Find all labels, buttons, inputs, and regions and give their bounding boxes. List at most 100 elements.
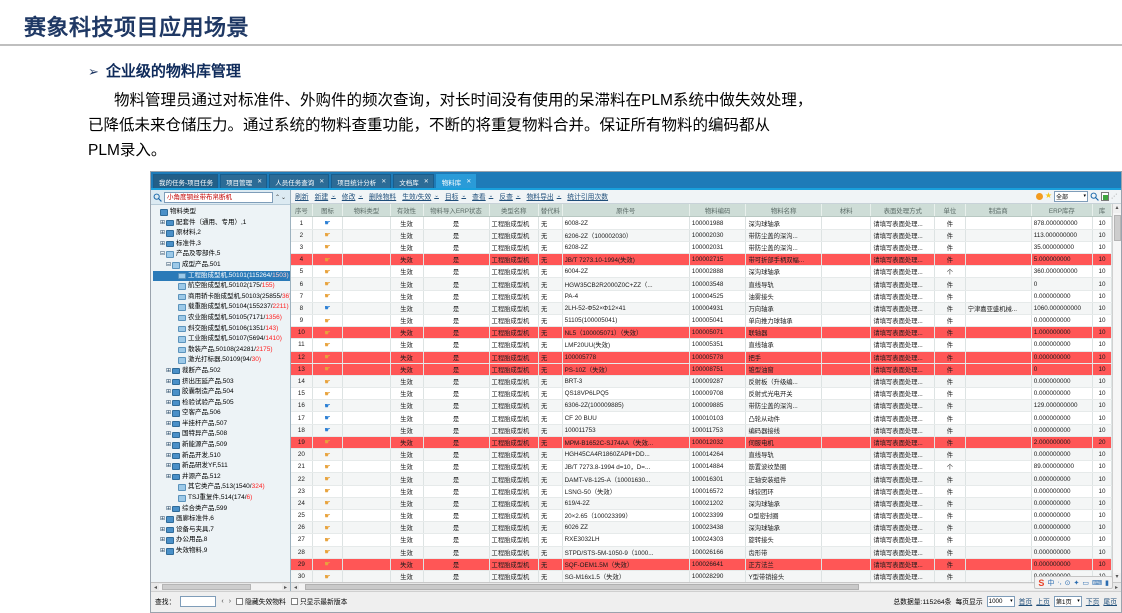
expand-icon[interactable]: ⊞: [159, 230, 166, 237]
column-header-4[interactable]: 有效性: [390, 203, 424, 218]
hand-icon[interactable]: ☛: [324, 293, 331, 301]
tree-node-2[interactable]: ⊞ 配套件（通用、专用）,1: [153, 218, 290, 229]
table-row[interactable]: 3 ☛ 生效是工程胎成型机无 6208-2Z 100002031 带防尘盖的深沟... 请填…: [291, 241, 1112, 255]
tree-node-23[interactable]: ⊞ 新能源产品,509: [153, 440, 290, 451]
table-row[interactable]: 16 ☛ 生效是工程胎成型机无 6306-2Z(100009885) 100009885…: [291, 399, 1112, 413]
checkbox-box[interactable]: [236, 597, 244, 605]
checkbox-box[interactable]: [290, 597, 298, 605]
toolbar-action-3[interactable]: 修改 ⌄: [342, 191, 363, 201]
hand-icon[interactable]: ☛: [324, 317, 331, 325]
chevron-down-icon[interactable]: ⌄: [358, 193, 363, 200]
ime-toolbar[interactable]: S 中 ·, ⊙ ✦ ▭ ⌨ ▮: [1034, 576, 1113, 589]
hand-icon[interactable]: ☛: [324, 524, 331, 532]
column-header-5[interactable]: 物料导入ERP状态: [423, 203, 490, 218]
hand-icon[interactable]: ☛: [324, 256, 331, 264]
vscroll-trough[interactable]: [1112, 212, 1121, 574]
left-pane-hscrollbar[interactable]: ◂ ▸: [151, 582, 290, 591]
table-row[interactable]: 27 ☛ 生效是工程胎成型机无 RXE3032LH 100024303 旋转接头 请填写表面…: [291, 533, 1112, 547]
column-header-9[interactable]: 物料编码: [689, 203, 747, 218]
hand-icon[interactable]: ☛: [324, 463, 331, 471]
table-row[interactable]: 17 ☛ 生效是工程胎成型机无 CF 20 BUU 100010103 凸轮从动件 请填写表…: [291, 411, 1112, 425]
toolbar-action-4[interactable]: 删除物料: [369, 191, 396, 201]
column-header-15[interactable]: ERP库存: [1031, 203, 1094, 218]
chevron-down-icon[interactable]: ⌄: [515, 193, 521, 200]
table-row[interactable]: 18 ☛ 生效是工程胎成型机无 100011753 100011753 编码器接线 请填写表…: [291, 424, 1112, 437]
table-row[interactable]: 20 ☛ 生效是工程胎成型机无 HGH45CA4R1860ZAPⅡ+DD... 1000…: [291, 448, 1112, 462]
find-prev-icon[interactable]: ‹: [221, 597, 224, 605]
expand-icon[interactable]: ⊞: [165, 442, 172, 449]
scroll-down-icon[interactable]: ▾: [1115, 574, 1119, 581]
tab-6[interactable]: 物料库 ✕: [435, 174, 477, 188]
tree-node-6[interactable]: ⊟ 成型产品,501: [153, 260, 290, 271]
hand-icon[interactable]: ☛: [324, 476, 331, 483]
toolbar-action-7[interactable]: 查看 ⌄: [472, 191, 493, 201]
table-row[interactable]: 12 ☛ 失效是工程胎成型机无 100005778 100005778 把手 请填写表面处理…: [291, 351, 1112, 364]
hand-icon[interactable]: ☛: [324, 281, 331, 288]
close-icon[interactable]: ✕: [319, 179, 325, 185]
hand-icon[interactable]: ☛: [324, 500, 331, 508]
column-header-12[interactable]: 表面处理方式: [870, 203, 936, 218]
toolbar-action-2[interactable]: 新建 ⌄: [315, 191, 336, 201]
tab-5[interactable]: 文档库 ✕: [393, 174, 434, 188]
close-icon[interactable]: ✕: [257, 179, 263, 185]
tree-node-19[interactable]: ⊞ 检验试验产品,505: [153, 398, 290, 409]
table-row[interactable]: 9 ☛ 生效是工程胎成型机无 51105(100005041) 100005041 单向推…: [291, 314, 1112, 328]
table-row[interactable]: 1 ☛ 生效是工程胎成型机无 6008-2Z 100001988 深沟球轴承 请填写表面处理…: [291, 216, 1112, 230]
table-row[interactable]: 21 ☛ 生效是工程胎成型机无 JB/T 7273.8-1994 d=10，D=...…: [291, 460, 1112, 474]
chevron-down-icon[interactable]: ⌄: [556, 193, 562, 200]
hand-icon[interactable]: ☛: [324, 451, 331, 459]
tree-node-24[interactable]: ⊞ 新品开发,510: [153, 451, 290, 462]
tree-node-15[interactable]: 激光打标器,50109(94/30): [153, 355, 290, 366]
scroll-thumb[interactable]: [162, 584, 251, 590]
prev-page-link[interactable]: 上页: [1036, 599, 1050, 606]
tree-node-30[interactable]: ⊞ 画廊标准件,6: [153, 514, 290, 525]
tree-node-12[interactable]: 斜交胎成型机,50106(1351/143): [153, 324, 290, 335]
table-row[interactable]: 13 ☛ 失效是工程胎成型机无 PS-10Z（失效） 100008751 锥型油窗 请填写表…: [291, 363, 1112, 376]
hand-icon[interactable]: ☛: [324, 366, 331, 374]
column-header-10[interactable]: 物料名称: [745, 203, 822, 218]
tree-node-28[interactable]: TSJ重复件,514(174/6): [153, 493, 290, 504]
table-row[interactable]: 4 ☛ 失效是工程胎成型机无 JB/T 7273.10-1994(失效) 1000027…: [291, 253, 1112, 267]
ime-item-3[interactable]: ⊙: [1064, 579, 1071, 587]
column-header-3[interactable]: 物料类型: [342, 203, 391, 218]
table-row[interactable]: 15 ☛ 生效是工程胎成型机无 QS18VP6LPQ5 100009708 反射式光电开关…: [291, 387, 1112, 401]
table-row[interactable]: 24 ☛ 生效是工程胎成型机无 619/4-2Z 100021202 深沟球轴承 请填写表面…: [291, 497, 1112, 510]
tree-node-7[interactable]: 工程胎成型机,50101(115264/1503): [153, 270, 290, 282]
column-header-7[interactable]: 替代料: [538, 203, 563, 218]
tree-node-3[interactable]: ⊞ 原材料,2: [153, 228, 290, 239]
hand-icon[interactable]: ☛: [324, 341, 331, 349]
expand-icon[interactable]: ⊞: [159, 537, 166, 544]
tree-node-27[interactable]: 其它类产品,513(1540/324): [153, 482, 290, 493]
hand-icon[interactable]: ☛: [324, 561, 331, 569]
table-row[interactable]: 6 ☛ 生效是工程胎成型机无 HGW35CB2R2000Z0C+ZZ（... 10000…: [291, 277, 1112, 291]
tree-node-14[interactable]: 散装产品,50108(24281/2175): [153, 345, 290, 356]
table-row[interactable]: 28 ☛ 生效是工程胎成型机无 STPD/STS-5M-1050-9（1000... 1…: [291, 546, 1112, 559]
chevron-down-icon[interactable]: ⌄: [488, 193, 494, 200]
next-page-link[interactable]: 下页: [1085, 599, 1100, 606]
grid-scroll-right-icon[interactable]: ▸: [1114, 584, 1118, 591]
column-header-1[interactable]: 序号: [291, 203, 313, 218]
orange-dot-icon[interactable]: [1035, 192, 1043, 200]
toolbar-action-8[interactable]: 反查 ⌄: [499, 191, 520, 201]
table-row[interactable]: 14 ☛ 生效是工程胎成型机无 BRT-3 100009287 反射板（升级编... 请填写…: [291, 375, 1112, 389]
ime-item-5[interactable]: ▭: [1082, 579, 1090, 587]
tree-node-8[interactable]: 航空胎成型机,50102(175/155): [153, 281, 290, 292]
checkbox-latest-only[interactable]: 只显示最新版本: [290, 596, 347, 606]
ime-item-7[interactable]: ▮: [1105, 579, 1109, 587]
toolbar-action-1[interactable]: 刷新: [295, 191, 309, 201]
collapse-icon[interactable]: ⊟: [165, 261, 172, 268]
table-row[interactable]: 11 ☛ 生效是工程胎成型机无 LMF20UU(失效) 100005351 直线轴承 请填写…: [291, 338, 1112, 352]
scroll-left-icon[interactable]: ◂: [153, 584, 157, 591]
chevron-down-icon[interactable]: ⌄: [434, 193, 439, 200]
hand-icon[interactable]: ☛: [324, 536, 331, 544]
find-input[interactable]: [180, 595, 217, 607]
table-row[interactable]: 7 ☛ 生效是工程胎成型机无 PA-4 100004525 油雾接头 请填写表面处理... 件…: [291, 290, 1112, 303]
expand-icon[interactable]: ⊞: [165, 452, 172, 459]
expand-icon[interactable]: ⊞: [165, 505, 172, 512]
column-header-11[interactable]: 材料: [821, 203, 872, 218]
hand-icon[interactable]: ☛: [324, 488, 331, 496]
last-page-link[interactable]: 尾页: [1103, 599, 1117, 606]
hand-blue-icon[interactable]: ☛: [324, 305, 331, 313]
expand-icon[interactable]: ⊞: [165, 463, 172, 470]
tree-node-17[interactable]: ⊞ 挤出压延产品,503: [153, 377, 290, 388]
